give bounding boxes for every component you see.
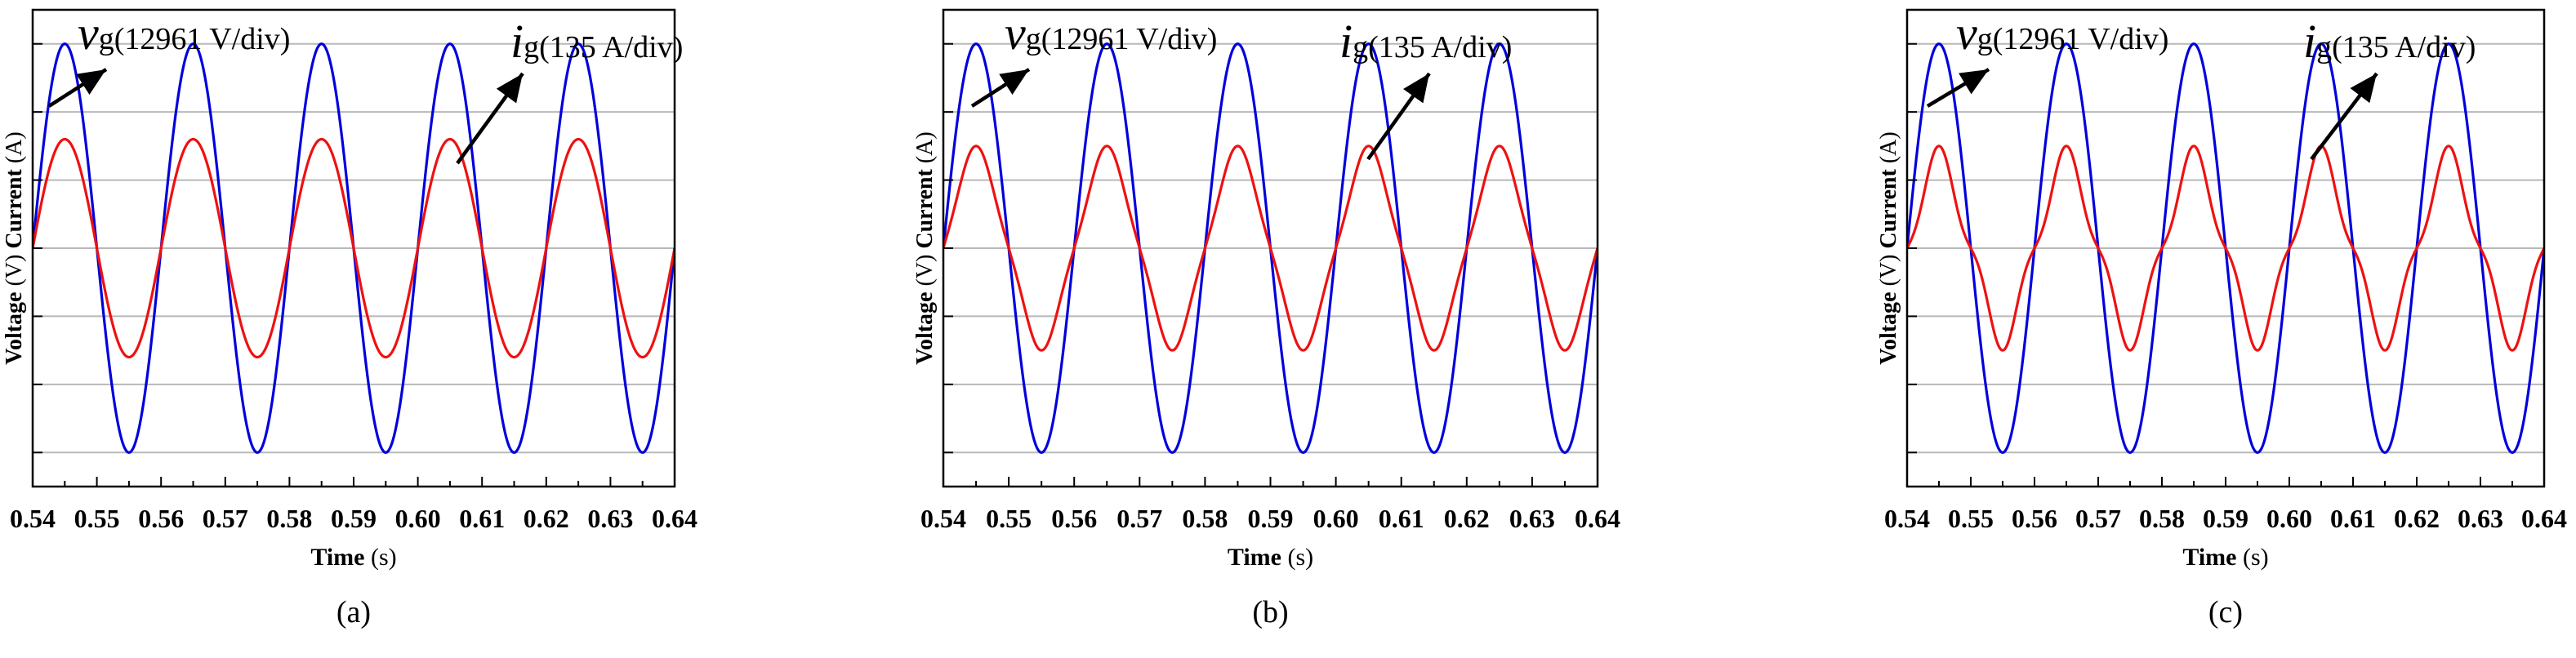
arrow-head-icon (999, 69, 1029, 96)
x-tick-label: 0.62 (2394, 504, 2440, 533)
x-axis-title: Time (s) (2182, 544, 2268, 571)
annotation-symbol: v (78, 7, 99, 60)
annotation-subscript: g (1026, 22, 1041, 56)
annotation-scale: (135 A/div) (1368, 30, 1512, 64)
chart-panel-2: 0.54 0.55 0.56 0.57 0.58 0.59 0.60 0.61 0.62 0.63… (1876, 7, 2567, 629)
x-tick-label: 0.62 (1444, 504, 1490, 533)
y-axis-label-part: Current (912, 168, 938, 248)
x-axis-label: Time (2182, 544, 2236, 571)
x-tick-label: 0.57 (203, 504, 248, 533)
y-axis-label-part: (V) (2, 249, 27, 292)
chart-panel-1: 0.54 0.55 0.56 0.57 0.58 0.59 0.60 0.61 0.62 0.63… (912, 7, 1620, 629)
annotation-symbol: i (1339, 15, 1353, 68)
annotation-vg: vg(12961 V/div) (78, 7, 290, 60)
y-axis-label-part: Voltage (2, 292, 27, 365)
x-tick-label: 0.58 (266, 504, 312, 533)
annotation-subscript: g (1977, 22, 1993, 56)
annotation-symbol: v (1956, 7, 1977, 60)
annotation-scale: (135 A/div) (2332, 30, 2476, 64)
x-tick-label: 0.61 (1379, 504, 1424, 533)
y-axis-label-part: (A) (1876, 131, 1901, 169)
x-tick-label: 0.60 (1313, 504, 1359, 533)
annotation-scale: (12961 V/div) (114, 22, 291, 56)
arrow-head-icon (1403, 73, 1429, 104)
y-axis-label-part: Current (2, 168, 27, 248)
x-tick-label: 0.56 (1051, 504, 1097, 533)
x-tick-label: 0.62 (524, 504, 569, 533)
y-axis-title: Voltage (V) Current (A) (2, 131, 27, 364)
x-tick-label: 0.60 (2266, 504, 2312, 533)
y-axis-title: Voltage (V) Current (A) (912, 131, 938, 364)
y-axis-title: Voltage (V) Current (A) (1876, 131, 1901, 364)
chart-panel-0: 0.54 0.55 0.56 0.57 0.58 0.59 0.60 0.61 0.62 0.63… (2, 7, 697, 629)
x-axis-unit: (s) (2236, 544, 2268, 571)
x-axis-title: Time (s) (310, 544, 396, 571)
x-axis-label: Time (1228, 544, 1281, 571)
y-axis-label-part: (A) (912, 131, 938, 169)
annotation-symbol: i (2303, 15, 2316, 68)
x-tick-label: 0.58 (2139, 504, 2185, 533)
x-tick-label: 0.63 (587, 504, 633, 533)
annotation-ig: ig(135 A/div) (1339, 15, 1512, 68)
x-tick-label: 0.64 (1575, 504, 1620, 533)
x-tick-label: 0.54 (920, 504, 966, 533)
arrow-head-icon (76, 69, 106, 96)
panel-label: (a) (336, 595, 371, 629)
annotation-subscript: g (2316, 30, 2332, 64)
x-tick-label: 0.59 (331, 504, 377, 533)
x-tick-label: 0.59 (1248, 504, 1294, 533)
y-axis-label-part: (V) (912, 249, 938, 292)
y-axis-label-part: Current (1876, 168, 1901, 248)
x-tick-label: 0.57 (1116, 504, 1162, 533)
x-tick-label: 0.63 (1509, 504, 1555, 533)
x-tick-label: 0.57 (2075, 504, 2121, 533)
x-axis-unit: (s) (364, 544, 396, 571)
x-tick-label: 0.56 (138, 504, 184, 533)
x-tick-label: 0.55 (986, 504, 1032, 533)
x-tick-label: 0.55 (1948, 504, 1994, 533)
x-tick-label: 0.61 (459, 504, 505, 533)
x-tick-label: 0.54 (10, 504, 56, 533)
x-tick-label: 0.61 (2330, 504, 2376, 533)
y-axis-label-part: Voltage (912, 292, 938, 365)
y-axis-label-part: (V) (1876, 249, 1901, 292)
annotation-ig: ig(135 A/div) (2303, 15, 2476, 68)
x-tick-label: 0.64 (2521, 504, 2567, 533)
panel-label: (c) (2208, 595, 2243, 629)
x-tick-label: 0.54 (1884, 504, 1930, 533)
x-tick-label: 0.60 (395, 504, 441, 533)
y-axis-label-part: Voltage (1876, 292, 1901, 365)
annotation-ig: ig(135 A/div) (510, 15, 683, 68)
arrow-head-icon (496, 73, 523, 104)
annotation-vg: vg(12961 V/div) (1956, 7, 2168, 60)
annotation-vg: vg(12961 V/div) (1005, 7, 1217, 60)
annotation-subscript: g (524, 30, 539, 64)
x-tick-label: 0.63 (2458, 504, 2503, 533)
annotation-scale: (12961 V/div) (1041, 22, 1218, 56)
x-axis-label: Time (310, 544, 364, 571)
x-tick-label: 0.56 (2012, 504, 2057, 533)
annotation-symbol: v (1005, 7, 1026, 60)
y-axis-label-part: (A) (2, 131, 27, 169)
x-tick-label: 0.64 (652, 504, 697, 533)
x-tick-label: 0.58 (1182, 504, 1228, 533)
arrow-head-icon (1959, 69, 1989, 95)
x-tick-label: 0.59 (2203, 504, 2248, 533)
annotation-scale: (12961 V/div) (1993, 22, 2169, 56)
arrow-head-icon (2350, 73, 2377, 104)
series-line-i_g (1907, 144, 2544, 352)
x-axis-unit: (s) (1281, 544, 1313, 571)
series-line-i_g (33, 137, 675, 359)
x-tick-label: 0.55 (74, 504, 120, 533)
panel-label: (b) (1252, 595, 1288, 629)
annotation-symbol: i (510, 15, 524, 68)
annotation-scale: (135 A/div) (539, 30, 683, 64)
x-axis-title: Time (s) (1228, 544, 1313, 571)
series-line-i_g (943, 144, 1598, 352)
annotation-subscript: g (99, 22, 114, 56)
annotation-subscript: g (1353, 30, 1368, 64)
